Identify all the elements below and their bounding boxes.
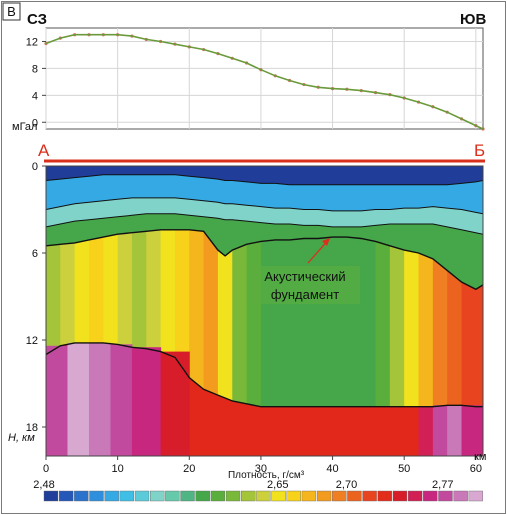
colorbar-swatch	[392, 490, 408, 502]
section-x-unit: км	[474, 451, 486, 463]
lower-crust-column	[447, 405, 463, 456]
gravity-y-axis: 0 4 8 12	[26, 36, 46, 129]
colorbar-swatch	[89, 490, 104, 502]
colorbar-swatch	[377, 490, 392, 502]
section-y-axis: 0 6 12 18	[26, 161, 46, 434]
colorbar-swatch	[407, 490, 423, 502]
colorbar-swatch	[74, 490, 89, 502]
section-frame	[45, 165, 484, 457]
density-layers	[46, 166, 483, 456]
section-y-tick-label: 18	[26, 422, 38, 434]
boundary-layer-3	[46, 213, 483, 235]
lower-crust-column	[88, 342, 111, 456]
lower-crust-column	[432, 405, 448, 456]
boundary-acoustic-basement	[46, 229, 483, 291]
colorbar-swatch	[225, 490, 241, 502]
colorbar-swatch	[423, 490, 438, 502]
boundary-sediments	[46, 174, 483, 186]
layer-boundaries	[46, 174, 483, 408]
colorbar-swatch	[286, 490, 301, 502]
layer-4	[46, 213, 483, 290]
colorbar-tick-label: 2,77	[432, 479, 453, 491]
colorbar-tick-label: 2,65	[267, 479, 288, 491]
colorbar-swatch	[362, 490, 377, 502]
annotation-background	[252, 266, 360, 304]
section-x-tick-label: 40	[326, 463, 338, 475]
annotation-line-1: Акустический	[264, 269, 345, 284]
colorbar-swatch	[347, 490, 362, 502]
section-x-axis: 0 10 20 30 40 50 60	[43, 456, 482, 475]
colorbar-tick-label: 2,70	[336, 479, 357, 491]
colorbar-swatch	[210, 490, 226, 502]
colorbar-tick-label: 2,48	[33, 479, 54, 491]
gravity-y-tick-label: 8	[32, 63, 38, 75]
colorbar-swatch	[256, 490, 271, 502]
profile-end-label: Б	[474, 141, 485, 160]
gravity-grid	[45, 28, 483, 129]
layer-2	[46, 174, 483, 214]
colorbar-label: Плотность, г/см³	[228, 470, 305, 481]
section-x-tick-label: 30	[255, 463, 267, 475]
profile-start-label: А	[38, 141, 50, 160]
colorbar-swatch	[301, 490, 317, 502]
section-x-tick-label: 0	[43, 463, 49, 475]
gravity-y-axis-label: мГал	[12, 121, 37, 133]
colorbar-swatch	[150, 490, 165, 502]
section-y-tick-label: 0	[32, 161, 38, 173]
boundary-layer-2	[46, 197, 483, 215]
colorbar-swatch	[332, 490, 347, 502]
colorbar-swatch	[195, 490, 210, 502]
colorbar-tick-labels: 2,48 2,65 2,70 2,77	[33, 479, 453, 491]
colorbar-swatch	[468, 490, 483, 502]
layer-sediments	[46, 166, 483, 185]
gravity-plot-frame	[45, 27, 484, 130]
colorbar-swatch	[134, 490, 150, 502]
lower-crust-column	[418, 406, 434, 456]
colorbar-swatch	[43, 490, 59, 502]
lower-crust-column	[67, 342, 90, 456]
section-x-tick-label: 60	[470, 463, 482, 475]
direction-label-northwest: СЗ	[27, 11, 47, 28]
lower-crust-column	[46, 345, 68, 456]
annotation-arrowhead	[322, 238, 330, 246]
gravity-y-tick-label: 0	[32, 117, 38, 129]
colorbar-swatch	[453, 490, 468, 502]
colorbar-swatch	[316, 490, 332, 502]
density-section: 0 6 12 18 0 10 20 30 40 50 60 H, км км	[8, 161, 486, 475]
section-x-tick-label: 10	[112, 463, 124, 475]
colorbar: Плотность, г/см³ 2,48 2,65 2,70 2,77	[33, 470, 483, 502]
colorbar-swatch	[438, 490, 453, 502]
direction-label-southeast: ЮВ	[460, 11, 486, 28]
section-y-tick-label: 6	[32, 248, 38, 260]
section-x-tick-label: 50	[398, 463, 410, 475]
gravity-y-tick-label: 12	[26, 36, 38, 48]
panel-label: В	[7, 4, 16, 19]
acoustic-basement-annotation: Акустический фундамент	[252, 237, 360, 304]
gravity-y-tick-label: 4	[32, 90, 38, 102]
colorbar-swatch	[180, 490, 195, 502]
boundary-deep	[46, 342, 483, 408]
section-y-axis-label: H, км	[8, 432, 35, 444]
lower-crust-column	[461, 405, 483, 456]
colorbar-swatch	[165, 490, 180, 502]
colorbar-swatches	[43, 490, 483, 502]
panel-label-box	[2, 2, 21, 21]
colorbar-swatch	[271, 490, 286, 502]
gravity-chart: 0 4 8 12 мГал	[12, 27, 485, 133]
annotation-line-2: фундамент	[271, 287, 339, 302]
colorbar-swatch	[58, 490, 74, 502]
colorbar-swatch	[241, 490, 256, 502]
section-x-tick-label: 20	[183, 463, 195, 475]
section-y-tick-label: 12	[26, 335, 38, 347]
colorbar-swatch	[119, 490, 135, 502]
lower-crust-column	[160, 351, 190, 456]
colorbar-swatch	[104, 490, 119, 502]
gravity-series-line	[45, 33, 484, 130]
lower-crust-column	[131, 347, 162, 456]
lower-crust-column	[110, 344, 133, 456]
